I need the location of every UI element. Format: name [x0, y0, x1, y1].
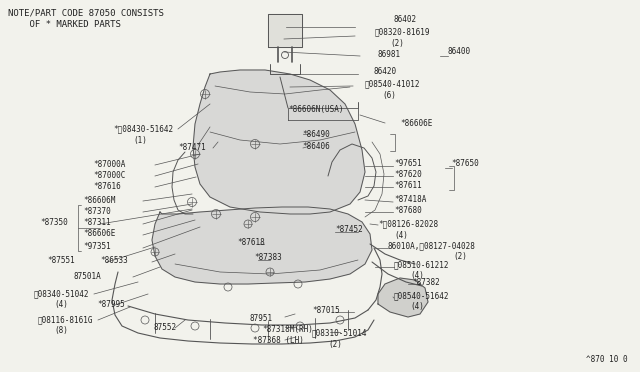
Text: *⒲08126-82028: *⒲08126-82028 — [378, 219, 438, 228]
Text: 87951: 87951 — [249, 314, 272, 323]
Text: *87350: *87350 — [40, 218, 68, 227]
Text: 86400: 86400 — [448, 47, 471, 56]
Text: *87616: *87616 — [93, 182, 121, 191]
Text: 87501A: 87501A — [73, 272, 100, 281]
Text: Ⓝ08510-61212: Ⓝ08510-61212 — [394, 260, 449, 269]
Text: (2): (2) — [328, 340, 342, 349]
Text: *86606E: *86606E — [83, 229, 115, 238]
Text: Ⓝ08540-41012: Ⓝ08540-41012 — [365, 79, 420, 88]
Text: *87311: *87311 — [83, 218, 111, 227]
Text: *86606M: *86606M — [83, 196, 115, 205]
Polygon shape — [193, 70, 365, 214]
Text: 87552: 87552 — [154, 323, 177, 332]
Text: (8): (8) — [54, 326, 68, 335]
Text: *87452: *87452 — [335, 225, 363, 234]
Text: (4): (4) — [394, 231, 408, 240]
Text: *86606N(USA): *86606N(USA) — [288, 105, 344, 114]
Text: ⒲08116-8161G: ⒲08116-8161G — [38, 315, 93, 324]
Text: Ⓝ08540-51642: Ⓝ08540-51642 — [394, 291, 449, 300]
Text: (2): (2) — [453, 252, 467, 261]
Text: *87000C: *87000C — [93, 171, 125, 180]
Text: *87418A: *87418A — [394, 195, 426, 204]
Text: *87680: *87680 — [394, 206, 422, 215]
Text: (4): (4) — [410, 271, 424, 280]
Text: NOTE/PART CODE 87050 CONSISTS: NOTE/PART CODE 87050 CONSISTS — [8, 8, 164, 17]
Polygon shape — [378, 278, 428, 317]
Text: *Ⓝ08430-51642: *Ⓝ08430-51642 — [113, 124, 173, 133]
Text: *87318M(RH): *87318M(RH) — [262, 325, 313, 334]
Text: *87650: *87650 — [451, 159, 479, 168]
Text: *86606E: *86606E — [400, 119, 433, 128]
Text: *86406: *86406 — [302, 142, 330, 151]
Text: 86420: 86420 — [374, 67, 397, 76]
Text: *87370: *87370 — [83, 207, 111, 216]
Text: *87015: *87015 — [312, 306, 340, 315]
Text: (6): (6) — [382, 91, 396, 100]
Text: *87383: *87383 — [254, 253, 282, 262]
Text: *87995: *87995 — [97, 300, 125, 309]
Text: Ⓝ08310-51014: Ⓝ08310-51014 — [312, 328, 367, 337]
Text: 86010A,⒲08127-04028: 86010A,⒲08127-04028 — [387, 241, 475, 250]
Text: *87611: *87611 — [394, 181, 422, 190]
Text: 86981: 86981 — [378, 50, 401, 59]
Text: *87382: *87382 — [412, 278, 440, 287]
Text: *87551: *87551 — [47, 256, 75, 265]
Text: *86533: *86533 — [100, 256, 128, 265]
Text: *87618: *87618 — [237, 238, 265, 247]
Text: 86402: 86402 — [394, 15, 417, 24]
Text: *87620: *87620 — [394, 170, 422, 179]
Text: *87368 (LH): *87368 (LH) — [253, 336, 304, 345]
Text: (1): (1) — [133, 136, 147, 145]
Text: OF * MARKED PARTS: OF * MARKED PARTS — [8, 20, 121, 29]
Polygon shape — [268, 14, 302, 47]
Text: *86490: *86490 — [302, 130, 330, 139]
Text: ^870 10 0: ^870 10 0 — [586, 355, 628, 364]
Text: *97351: *97351 — [83, 242, 111, 251]
Text: *87000A: *87000A — [93, 160, 125, 169]
Text: Ⓝ08340-51042: Ⓝ08340-51042 — [34, 289, 90, 298]
Text: *87471: *87471 — [178, 143, 205, 152]
Text: Ⓝ08320-81619: Ⓝ08320-81619 — [375, 27, 431, 36]
Text: (4): (4) — [54, 300, 68, 309]
Text: *97651: *97651 — [394, 159, 422, 168]
Text: (2): (2) — [390, 39, 404, 48]
Text: (4): (4) — [410, 302, 424, 311]
Polygon shape — [152, 207, 372, 284]
